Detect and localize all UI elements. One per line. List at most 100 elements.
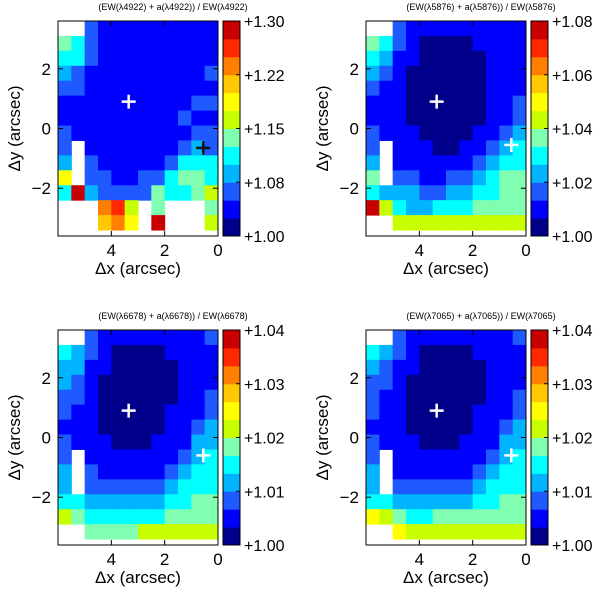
heatmap-cell [459,344,474,361]
heatmap-cell [191,110,206,127]
heatmap-cell [392,95,407,112]
heatmap-cell [379,344,394,361]
position-marker-1 [121,94,136,109]
heatmap-cell [138,494,152,510]
heatmap-cell [432,35,447,52]
x-axis-label: Δx (arcsec) [403,259,489,278]
heatmap-cell [58,185,72,201]
heatmap-cell [459,170,474,186]
x-tick-label: 2 [468,550,477,569]
heatmap-cell [472,404,487,421]
heatmap-cell [499,125,514,141]
heatmap-cell [499,344,514,361]
y-tick-label: −2 [32,179,51,198]
heatmap-cell [111,509,126,525]
heatmap-cell [499,494,514,510]
heatmap-cell [512,464,527,480]
heatmap-cell [191,95,206,112]
heatmap-cell [124,389,139,406]
heatmap-cell [84,80,99,97]
heatmap-cell [111,50,126,67]
heatmap-cell [406,50,420,67]
heatmap-cell [459,155,474,171]
heatmap-cell [499,215,514,231]
heatmap-cell [432,374,447,391]
heatmap-cell [512,509,527,525]
heatmap-cell [472,110,487,127]
heatmap-cell [204,95,219,112]
heatmap-cell [178,95,192,112]
heatmap-cell [379,494,394,510]
y-tick-label: 2 [42,60,51,79]
heatmap-cell [406,21,420,37]
heatmap-cell [84,494,99,510]
heatmap-cell [191,330,206,346]
heatmap-cell [472,524,487,540]
heatmap-cell [472,155,487,171]
heatmap-cell [164,80,179,97]
colorbar-band [223,200,240,219]
heatmap-cell [71,50,86,67]
heatmap-cell [379,434,394,450]
heatmap-cell [84,419,99,436]
heatmap-cell [499,359,514,376]
colorbar-band [223,365,240,385]
heatmap-cell [419,344,434,361]
heatmap-cell [392,215,407,231]
heatmap-cell [432,449,447,465]
heatmap-cell [71,494,86,510]
heatmap-cell [512,479,527,495]
heatmap-cell [204,185,219,201]
heatmap-cell [98,185,112,201]
heatmap-cell [84,155,99,171]
heatmap-cell [392,155,407,171]
heatmap-cell [151,434,166,450]
heatmap-cell [406,330,420,346]
heatmap-cell [512,330,527,346]
heatmap-cell [432,434,447,450]
heatmap-cell [151,215,166,231]
heatmap-cell [138,95,152,112]
heatmap-cell [98,419,112,436]
heatmap-cell [499,50,514,67]
heatmap-cell [138,389,152,406]
colorbar-tick-label: +1.01 [244,484,285,501]
heatmap-cell [379,110,394,127]
colorbar-band [223,383,240,403]
heatmap-cell [432,215,447,231]
heatmap-cell [98,155,112,171]
heatmap-cell [124,80,139,97]
heatmap-cell [459,524,474,540]
heatmap-cell [164,434,179,450]
heatmap-cell [512,374,527,391]
heatmap-cell [486,215,500,231]
heatmap-cell [58,434,72,450]
heatmap-cell [178,404,192,421]
heatmap-cell [379,509,394,525]
heatmap-cell [459,389,474,406]
colorbar-band [531,455,548,474]
heatmap-cell [204,449,219,465]
heatmap-cell [432,419,447,436]
heatmap-cell [459,404,474,421]
colorbar-tick-label: +1.01 [552,484,593,501]
heatmap-cell [58,494,72,510]
heatmap-cell [512,140,527,156]
heatmap-cell [84,449,99,465]
heatmap-cell [419,389,434,406]
heatmap-cell [459,95,474,112]
heatmap-cell [392,330,407,346]
heatmap-cell [151,374,166,391]
heatmap-cell [151,125,166,141]
heatmap-cell [98,359,112,376]
heatmap-cell [98,494,112,510]
colorbar-band [531,128,548,147]
heatmap-cell [111,65,126,82]
heatmap-cell [472,389,487,406]
heatmap-cell [204,65,219,82]
heatmap-cell [191,50,206,67]
heatmap-cell [138,479,152,495]
heatmap-cell [204,125,219,141]
heatmap-cell [178,21,192,37]
heatmap-cell [124,464,139,480]
